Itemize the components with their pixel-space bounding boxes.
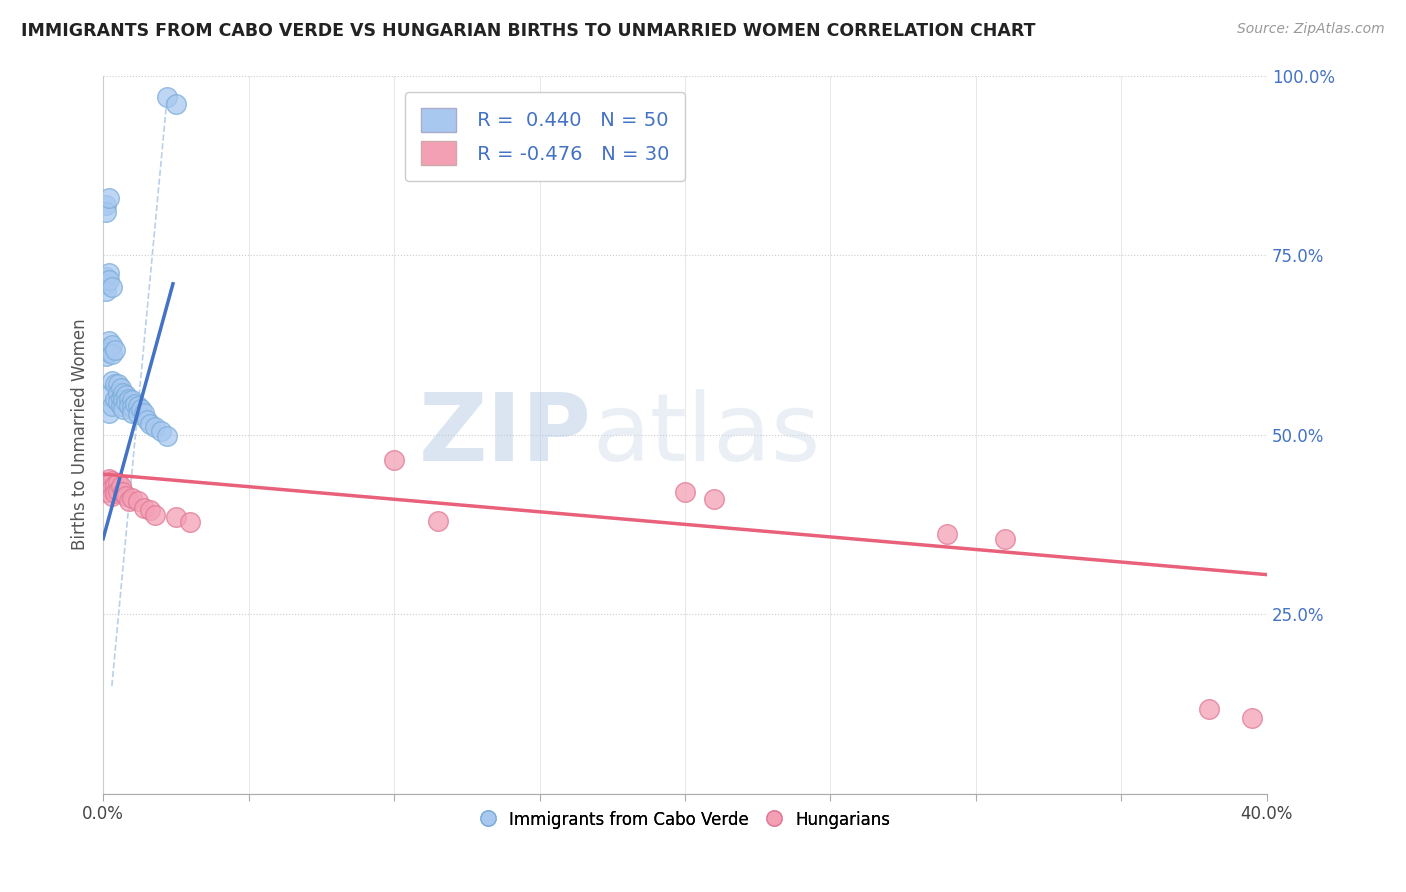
Point <box>97 334 120 349</box>
Point <box>104 478 127 492</box>
Point <box>121 401 143 415</box>
Point <box>101 399 124 413</box>
Point <box>121 406 143 420</box>
Point <box>112 402 135 417</box>
Point <box>101 482 124 496</box>
Point <box>94 349 117 363</box>
Point <box>1241 711 1264 725</box>
Point <box>101 347 124 361</box>
Point <box>179 515 201 529</box>
Point <box>110 381 132 395</box>
Point <box>138 503 160 517</box>
Point <box>994 532 1017 546</box>
Point <box>97 406 120 420</box>
Point <box>165 97 187 112</box>
Point <box>97 273 120 287</box>
Point <box>132 500 155 515</box>
Point <box>138 417 160 431</box>
Point <box>156 429 179 443</box>
Point <box>97 482 120 496</box>
Point <box>94 277 117 291</box>
Point <box>145 420 167 434</box>
Point <box>118 392 141 406</box>
Point <box>104 343 127 357</box>
Point <box>97 345 120 359</box>
Point <box>97 266 120 280</box>
Point <box>132 406 155 420</box>
Point <box>97 388 120 402</box>
Point <box>150 424 173 438</box>
Point <box>127 399 149 413</box>
Point <box>94 478 117 492</box>
Point <box>127 493 149 508</box>
Point <box>121 491 143 505</box>
Text: IMMIGRANTS FROM CABO VERDE VS HUNGARIAN BIRTHS TO UNMARRIED WOMEN CORRELATION CH: IMMIGRANTS FROM CABO VERDE VS HUNGARIAN … <box>21 22 1036 40</box>
Point <box>97 191 120 205</box>
Point <box>107 476 129 491</box>
Point <box>94 269 117 284</box>
Point <box>115 388 138 402</box>
Point <box>101 475 124 489</box>
Point <box>104 377 127 392</box>
Point <box>107 386 129 401</box>
Point <box>101 280 124 294</box>
Point <box>110 392 132 406</box>
Point <box>135 413 157 427</box>
Point <box>673 485 696 500</box>
Point <box>104 486 127 500</box>
Point <box>112 485 135 500</box>
Point <box>110 479 132 493</box>
Point <box>426 514 449 528</box>
Point <box>94 342 117 356</box>
Point <box>94 485 117 500</box>
Point <box>129 402 152 417</box>
Point <box>101 489 124 503</box>
Legend: Immigrants from Cabo Verde, Hungarians: Immigrants from Cabo Verde, Hungarians <box>472 805 897 836</box>
Point <box>107 395 129 409</box>
Point <box>124 397 146 411</box>
Point <box>935 526 957 541</box>
Point <box>1198 702 1220 716</box>
Point <box>165 510 187 524</box>
Point <box>107 377 129 392</box>
Point <box>127 408 149 422</box>
Point <box>115 489 138 503</box>
Point <box>97 472 120 486</box>
Text: Source: ZipAtlas.com: Source: ZipAtlas.com <box>1237 22 1385 37</box>
Point <box>110 399 132 413</box>
Point <box>121 393 143 408</box>
Point <box>156 90 179 104</box>
Point <box>382 452 405 467</box>
Point <box>112 393 135 408</box>
Point <box>101 338 124 352</box>
Point <box>107 483 129 498</box>
Point <box>118 493 141 508</box>
Text: ZIP: ZIP <box>419 389 592 481</box>
Point <box>101 374 124 388</box>
Point <box>94 205 117 219</box>
Point <box>145 508 167 522</box>
Point <box>104 392 127 406</box>
Point <box>94 198 117 212</box>
Point <box>94 284 117 298</box>
Point <box>112 386 135 401</box>
Point <box>115 395 138 409</box>
Point <box>118 399 141 413</box>
Y-axis label: Births to Unmarried Women: Births to Unmarried Women <box>72 318 89 550</box>
Text: atlas: atlas <box>592 389 820 481</box>
Point <box>703 492 725 507</box>
